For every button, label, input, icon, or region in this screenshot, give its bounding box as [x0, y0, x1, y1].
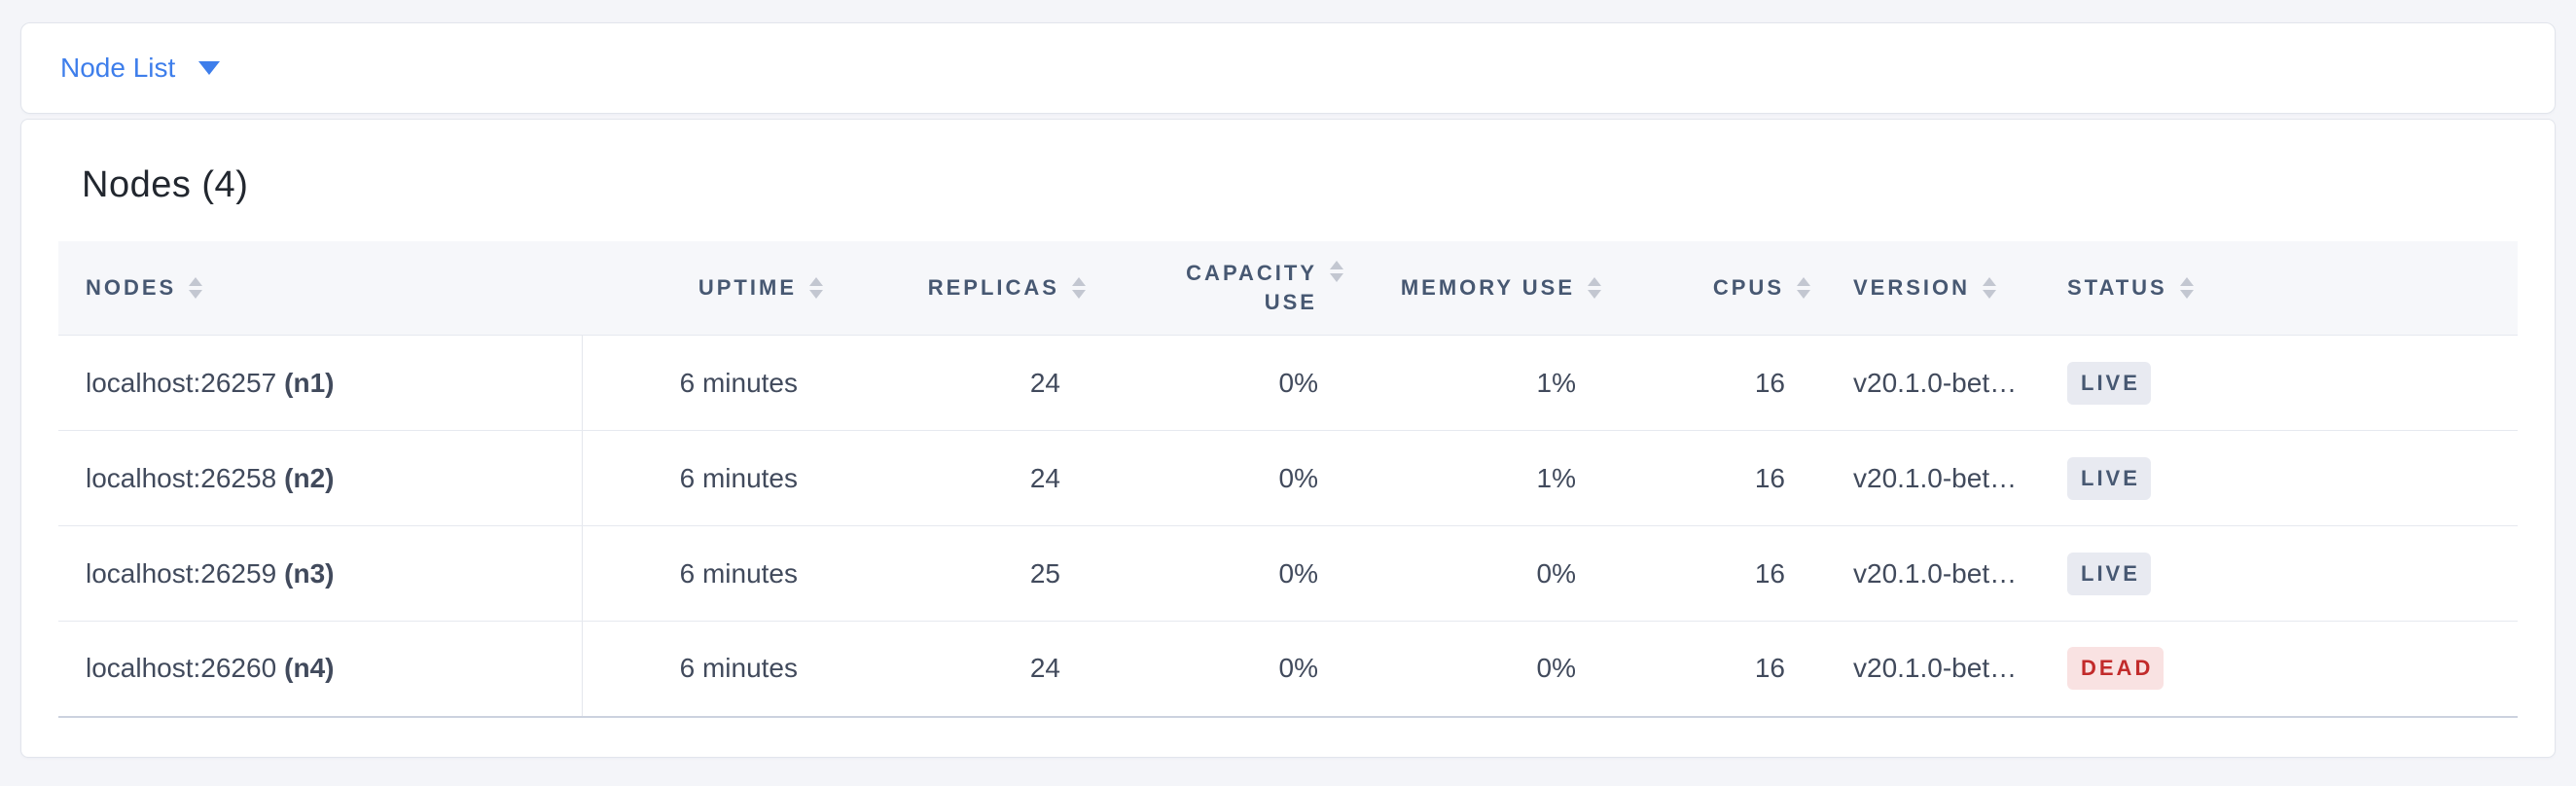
sort-arrows-icon[interactable] — [1330, 261, 1343, 282]
cell-version: v20.1.0-bet… — [1824, 430, 2038, 526]
sort-down-icon — [1330, 273, 1343, 282]
cell-uptime: 6 minutes — [582, 621, 837, 718]
table-row: localhost:26260 (n4) 6 minutes 24 0% 0% 1… — [58, 621, 2518, 718]
table-row: localhost:26258 (n2) 6 minutes 24 0% 1% 1… — [58, 430, 2518, 526]
cell-capacity-use: 0% — [1099, 335, 1357, 431]
column-header-replicas[interactable]: REPLICAS — [837, 241, 1099, 336]
sort-down-icon — [1072, 290, 1086, 299]
node-id: (n4) — [284, 653, 335, 684]
sort-arrows-icon[interactable] — [1588, 277, 1601, 299]
cell-capacity-use: 0% — [1099, 430, 1357, 526]
view-selector-label: Node List — [60, 53, 176, 83]
column-label: CPUS — [1712, 275, 1784, 301]
view-selector-bar: Node List — [20, 22, 2556, 114]
column-label: CAPACITY USE — [1186, 261, 1317, 314]
cell-uptime: 6 minutes — [582, 430, 837, 526]
nodes-panel: Nodes (4) NODES UPTIME — [20, 119, 2556, 758]
node-address: localhost:26259 — [86, 557, 277, 589]
cell-node: localhost:26258 (n2) — [58, 430, 583, 526]
column-header-uptime[interactable]: UPTIME — [582, 241, 837, 336]
sort-up-icon — [1072, 277, 1086, 286]
sort-up-icon — [1983, 277, 1997, 286]
status-badge: LIVE — [2067, 456, 2151, 500]
sort-arrows-icon[interactable] — [1797, 277, 1810, 299]
cell-replicas: 25 — [837, 525, 1099, 622]
cell-status: DEAD — [2038, 621, 2518, 718]
cell-memory-use: 1% — [1357, 335, 1615, 431]
sort-up-icon — [809, 277, 823, 286]
cell-cpus: 16 — [1615, 525, 1824, 622]
column-label: MEMORY USE — [1400, 275, 1575, 301]
page-title: Nodes (4) — [82, 164, 249, 205]
view-selector-dropdown[interactable]: Node List — [60, 53, 221, 83]
caret-down-icon — [198, 61, 221, 75]
cell-node: localhost:26260 (n4) — [58, 621, 583, 718]
sort-up-icon — [189, 277, 203, 286]
node-address: localhost:26257 — [86, 367, 277, 398]
cell-replicas: 24 — [837, 430, 1099, 526]
cell-version: v20.1.0-bet… — [1824, 621, 2038, 718]
sort-down-icon — [1797, 290, 1810, 299]
sort-arrows-icon[interactable] — [1983, 277, 1997, 299]
cell-status: LIVE — [2038, 430, 2518, 526]
column-label: NODES — [86, 275, 177, 301]
column-label: STATUS — [2067, 275, 2167, 301]
column-header-nodes[interactable]: NODES — [58, 241, 582, 336]
cell-uptime: 6 minutes — [582, 525, 837, 622]
cell-cpus: 16 — [1615, 621, 1824, 718]
sort-up-icon — [2179, 277, 2194, 286]
node-id: (n1) — [284, 367, 335, 398]
status-badge: LIVE — [2067, 552, 2151, 595]
column-label: UPTIME — [698, 275, 797, 301]
sort-down-icon — [189, 290, 203, 299]
node-id: (n2) — [284, 462, 335, 493]
cell-capacity-use: 0% — [1099, 525, 1357, 622]
cell-node: localhost:26259 (n3) — [58, 525, 583, 622]
sort-down-icon — [1588, 290, 1601, 299]
sort-down-icon — [809, 290, 823, 299]
column-header-capacity-use[interactable]: CAPACITY USE — [1099, 241, 1357, 336]
status-badge: DEAD — [2067, 647, 2165, 691]
sort-arrows-icon[interactable] — [2179, 277, 2194, 299]
column-header-memory-use[interactable]: MEMORY USE — [1357, 241, 1615, 336]
cell-capacity-use: 0% — [1099, 621, 1357, 718]
sort-arrows-icon[interactable] — [189, 277, 203, 299]
cell-replicas: 24 — [837, 335, 1099, 431]
node-list-table: NODES UPTIME REPLICAS — [58, 241, 2518, 718]
cell-memory-use: 1% — [1357, 430, 1615, 526]
column-label: VERSION — [1853, 275, 1971, 301]
cell-cpus: 16 — [1615, 335, 1824, 431]
sort-arrows-icon[interactable] — [809, 277, 823, 299]
sort-arrows-icon[interactable] — [1072, 277, 1086, 299]
table-header: NODES UPTIME REPLICAS — [58, 241, 2518, 336]
node-id: (n3) — [284, 557, 335, 589]
sort-down-icon — [2179, 290, 2194, 299]
sort-down-icon — [1983, 290, 1997, 299]
sort-up-icon — [1330, 261, 1343, 269]
cell-node: localhost:26257 (n1) — [58, 335, 583, 431]
column-header-version[interactable]: VERSION — [1824, 241, 2038, 336]
node-address: localhost:26258 — [86, 462, 277, 493]
cell-uptime: 6 minutes — [582, 335, 837, 431]
column-header-cpus[interactable]: CPUS — [1615, 241, 1824, 336]
cell-version: v20.1.0-bet… — [1824, 335, 2038, 431]
sort-up-icon — [1797, 277, 1810, 286]
cell-memory-use: 0% — [1357, 525, 1615, 622]
cell-version: v20.1.0-bet… — [1824, 525, 2038, 622]
cell-replicas: 24 — [837, 621, 1099, 718]
column-label: REPLICAS — [927, 275, 1059, 301]
cell-cpus: 16 — [1615, 430, 1824, 526]
table-row: localhost:26259 (n3) 6 minutes 25 0% 0% 1… — [58, 525, 2518, 622]
table-row: localhost:26257 (n1) 6 minutes 24 0% 1% 1… — [58, 335, 2518, 431]
cell-status: LIVE — [2038, 525, 2518, 622]
cell-status: LIVE — [2038, 335, 2518, 431]
cell-memory-use: 0% — [1357, 621, 1615, 718]
column-header-status[interactable]: STATUS — [2038, 241, 2518, 336]
sort-up-icon — [1588, 277, 1601, 286]
node-address: localhost:26260 — [86, 653, 277, 684]
status-badge: LIVE — [2067, 361, 2151, 405]
